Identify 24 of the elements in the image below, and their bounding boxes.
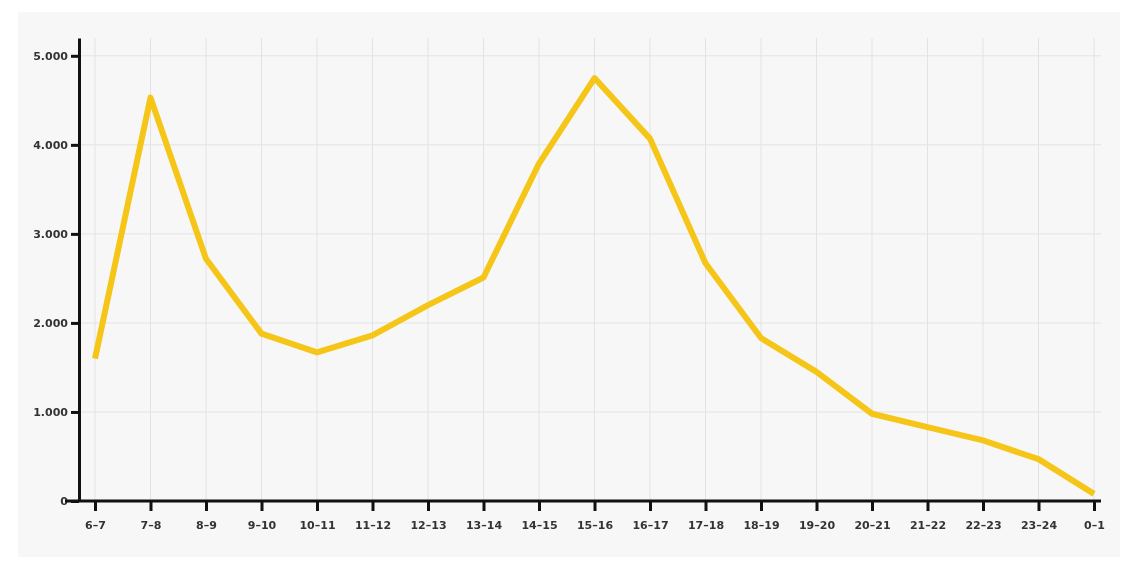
x-tick-label: 12–13	[410, 518, 447, 532]
y-tick-label: 1.000	[33, 405, 69, 419]
x-tick-label: 8–9	[196, 518, 217, 532]
x-tick-label: 15–16	[576, 518, 614, 532]
x-tick-label: 20–21	[854, 518, 891, 532]
x-tick-label: 22–23	[965, 518, 1002, 532]
x-tick-label: 10–11	[299, 518, 336, 532]
y-tick-label: 2.000	[33, 316, 69, 330]
x-tick-label: 21–22	[909, 518, 947, 532]
x-tick-label: 11–12	[354, 518, 392, 532]
x-tick-label: 7–8	[140, 518, 162, 532]
x-tick-label: 19–20	[798, 518, 836, 532]
y-tick-label: 5.000	[33, 49, 69, 63]
y-tick-label: 3.000	[33, 227, 69, 241]
x-tick-label: 6–7	[85, 518, 106, 532]
x-tick-label: 14–15	[521, 518, 558, 532]
x-tick-label: 16–17	[632, 518, 669, 532]
x-tick-label: 23–24	[1020, 518, 1058, 532]
y-tick-label: 4.000	[33, 138, 69, 152]
x-tick-label: 17–18	[687, 518, 725, 532]
x-tick-label: 0–1	[1084, 518, 1105, 532]
x-tick-label: 9–10	[247, 518, 277, 532]
x-tick-label: 13–14	[465, 518, 503, 532]
x-tick-label: 18–19	[743, 518, 780, 532]
